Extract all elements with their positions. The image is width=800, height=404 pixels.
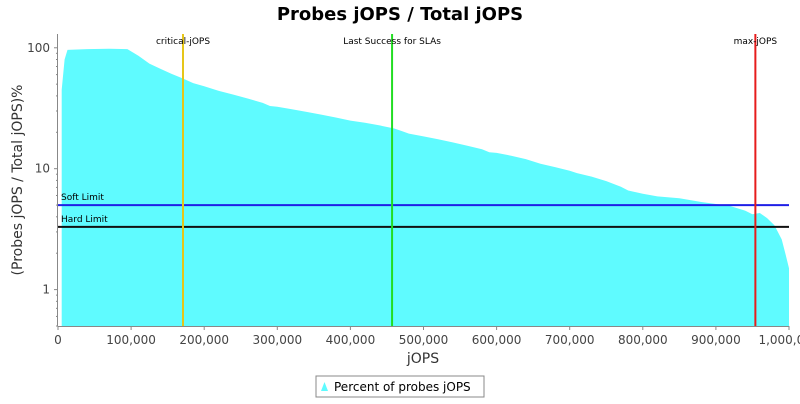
x-tick-label-1: 100,000	[106, 333, 156, 347]
x-tick-label-6: 600,000	[472, 333, 522, 347]
x-axis-title: jOPS	[406, 351, 439, 367]
legend: Percent of probes jOPS	[315, 375, 485, 398]
legend-label: Percent of probes jOPS	[334, 380, 471, 394]
x-tick-label-0: 0	[54, 333, 62, 347]
x-tick-label-4: 400,000	[326, 333, 376, 347]
legend-swatch-icon	[321, 382, 328, 391]
area-series-0	[61, 48, 789, 327]
horizontal-markers: Soft Limit Hard Limit	[58, 193, 789, 228]
plot-area: Soft Limit Hard Limit critical-jOPS Last S…	[58, 34, 789, 327]
y-tick-label-1: 10	[35, 162, 50, 176]
x-tick-label-10: 1,000,000	[758, 333, 800, 347]
x-tick-label-9: 900,000	[691, 333, 741, 347]
vmarker-label-1: Last Success for SLAs	[343, 37, 441, 47]
legend-box	[315, 375, 485, 398]
y-axis: 1 10 100	[27, 34, 58, 327]
hmarker-label-0: Soft Limit	[61, 193, 104, 203]
x-tick-label-8: 800,000	[618, 333, 668, 347]
chart-title: Probes jOPS / Total jOPS	[277, 4, 523, 25]
hmarker-label-1: Hard Limit	[61, 215, 108, 225]
x-tick-label-5: 500,000	[399, 333, 449, 347]
x-tick-label-3: 300,000	[252, 333, 302, 347]
y-tick-label-2: 100	[27, 41, 50, 55]
y-axis-title: (Probes jOPS / Total jOPS)%	[10, 85, 26, 276]
vertical-markers: critical-jOPS Last Success for SLAs max-jO…	[156, 34, 778, 326]
x-tick-label-2: 200,000	[179, 333, 229, 347]
y-tick-label-0: 1	[42, 283, 50, 297]
vmarker-label-2: max-jOPS	[734, 37, 778, 47]
vmarker-label-0: critical-jOPS	[156, 37, 210, 47]
x-axis: 0 100,000 200,000 300,000 400,000 500,000 600,…	[54, 326, 800, 347]
area-layer	[61, 48, 789, 327]
x-tick-label-7: 700,000	[545, 333, 595, 347]
